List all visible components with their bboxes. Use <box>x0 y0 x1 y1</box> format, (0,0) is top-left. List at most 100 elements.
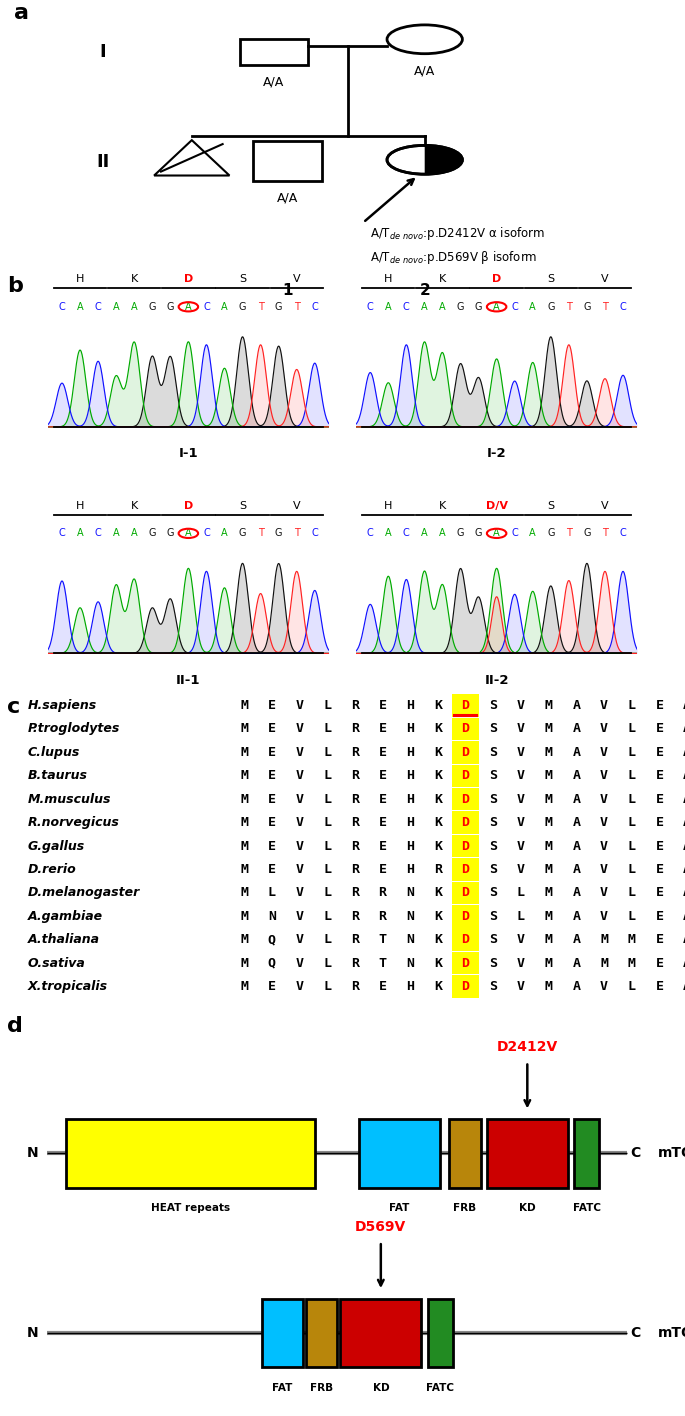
Text: T: T <box>602 528 608 538</box>
Text: M: M <box>240 862 248 877</box>
Text: E: E <box>268 816 276 830</box>
Text: A: A <box>573 722 580 735</box>
Text: D2412V: D2412V <box>497 1039 558 1054</box>
Text: A: A <box>113 528 119 538</box>
Text: E: E <box>379 816 386 830</box>
Text: H: H <box>406 862 414 877</box>
Text: V: V <box>295 957 303 970</box>
Bar <box>66 1119 315 1188</box>
Text: G: G <box>166 528 174 538</box>
Text: FATC: FATC <box>426 1382 454 1393</box>
Text: R: R <box>351 910 359 923</box>
Bar <box>451 694 479 716</box>
Text: V: V <box>600 746 608 759</box>
Text: S: S <box>489 769 497 782</box>
Text: L: L <box>268 886 276 899</box>
Text: E: E <box>268 840 276 852</box>
Text: N: N <box>406 933 414 946</box>
Text: A: A <box>573 862 580 877</box>
Text: M: M <box>240 746 248 759</box>
Bar <box>487 1119 568 1188</box>
Text: A: A <box>573 746 580 759</box>
Text: S: S <box>489 700 497 712</box>
Bar <box>451 976 479 998</box>
Text: V: V <box>600 840 608 852</box>
Text: A.gambiae: A.gambiae <box>27 910 103 923</box>
Text: V: V <box>295 862 303 877</box>
Text: R: R <box>351 957 359 970</box>
Text: A: A <box>573 793 580 806</box>
Text: A: A <box>493 528 500 538</box>
Text: A/A: A/A <box>263 76 285 89</box>
Text: D: D <box>462 793 470 806</box>
Text: L: L <box>627 816 636 830</box>
Text: A: A <box>573 957 580 970</box>
Text: M.musculus: M.musculus <box>27 793 111 806</box>
Text: P.troglodytes: P.troglodytes <box>27 722 120 735</box>
Text: C: C <box>95 302 101 312</box>
Text: V: V <box>600 700 608 712</box>
Text: V: V <box>295 933 303 946</box>
Text: M: M <box>627 933 636 946</box>
Text: I-2: I-2 <box>487 447 506 460</box>
Text: G: G <box>239 302 247 312</box>
Text: A: A <box>683 722 685 735</box>
Text: A: A <box>439 302 446 312</box>
Text: V: V <box>295 700 303 712</box>
Text: E: E <box>268 746 276 759</box>
Text: G: G <box>149 528 156 538</box>
Bar <box>451 741 479 763</box>
Bar <box>451 765 479 787</box>
Text: E: E <box>656 886 663 899</box>
Text: T: T <box>379 933 386 946</box>
Text: T: T <box>566 528 572 538</box>
Text: V: V <box>601 275 609 285</box>
Text: G: G <box>475 528 482 538</box>
Text: V: V <box>517 840 525 852</box>
Text: L: L <box>323 769 331 782</box>
Text: K: K <box>131 275 138 285</box>
Text: T: T <box>602 302 608 312</box>
Text: G: G <box>547 302 555 312</box>
Text: A: A <box>439 528 446 538</box>
Text: E: E <box>656 980 663 993</box>
Text: A: A <box>573 769 580 782</box>
Text: C: C <box>59 302 65 312</box>
Text: V: V <box>600 722 608 735</box>
Text: S: S <box>489 722 497 735</box>
Text: K: K <box>434 769 442 782</box>
Text: V: V <box>295 816 303 830</box>
Text: L: L <box>323 886 331 899</box>
Text: A: A <box>683 700 685 712</box>
Text: M: M <box>240 980 248 993</box>
Text: V: V <box>295 769 303 782</box>
Ellipse shape <box>387 25 462 54</box>
Bar <box>449 1119 481 1188</box>
Text: M: M <box>240 816 248 830</box>
Text: M: M <box>545 910 553 923</box>
Text: mTORα: mTORα <box>658 1147 685 1160</box>
Text: E: E <box>379 793 386 806</box>
Text: M: M <box>545 700 553 712</box>
Text: A: A <box>221 302 228 312</box>
Text: H: H <box>406 722 414 735</box>
Bar <box>451 905 479 927</box>
Text: E: E <box>268 769 276 782</box>
Text: A: A <box>385 528 392 538</box>
Text: D: D <box>184 275 193 285</box>
Text: A/T$_{\mathit{de\ novo}}$:p.D2412V α isoform: A/T$_{\mathit{de\ novo}}$:p.D2412V α iso… <box>370 225 545 242</box>
Text: E: E <box>656 700 663 712</box>
Text: L: L <box>627 769 636 782</box>
Text: D: D <box>462 910 470 923</box>
Text: L: L <box>323 980 331 993</box>
Text: A: A <box>113 302 119 312</box>
Text: C: C <box>367 302 373 312</box>
Text: M: M <box>545 746 553 759</box>
Text: T: T <box>566 302 572 312</box>
Text: A: A <box>683 980 685 993</box>
Text: D: D <box>462 862 470 877</box>
Text: V: V <box>295 980 303 993</box>
Text: H: H <box>406 793 414 806</box>
Text: A: A <box>131 302 138 312</box>
Text: A: A <box>683 793 685 806</box>
